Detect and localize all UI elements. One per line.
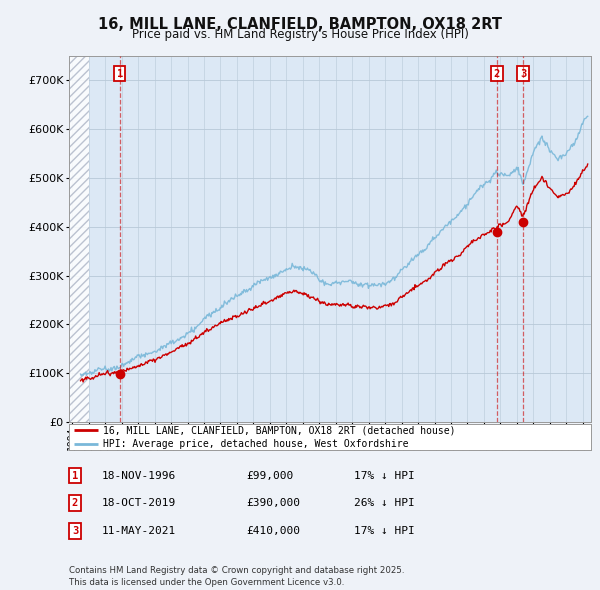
Text: 3: 3: [72, 526, 78, 536]
Text: 1: 1: [72, 471, 78, 480]
Text: £410,000: £410,000: [246, 526, 300, 536]
Text: £99,000: £99,000: [246, 471, 293, 480]
Text: 26% ↓ HPI: 26% ↓ HPI: [354, 498, 415, 507]
Text: 18-OCT-2019: 18-OCT-2019: [102, 498, 176, 507]
Text: 2: 2: [494, 69, 500, 79]
Text: 2: 2: [72, 498, 78, 507]
Text: HPI: Average price, detached house, West Oxfordshire: HPI: Average price, detached house, West…: [103, 439, 409, 449]
Text: 17% ↓ HPI: 17% ↓ HPI: [354, 526, 415, 536]
Text: 18-NOV-1996: 18-NOV-1996: [102, 471, 176, 480]
Text: 1: 1: [116, 69, 123, 79]
Text: 17% ↓ HPI: 17% ↓ HPI: [354, 471, 415, 480]
Text: £390,000: £390,000: [246, 498, 300, 507]
Text: 16, MILL LANE, CLANFIELD, BAMPTON, OX18 2RT (detached house): 16, MILL LANE, CLANFIELD, BAMPTON, OX18 …: [103, 425, 455, 435]
Text: 16, MILL LANE, CLANFIELD, BAMPTON, OX18 2RT: 16, MILL LANE, CLANFIELD, BAMPTON, OX18 …: [98, 17, 502, 31]
Text: Price paid vs. HM Land Registry's House Price Index (HPI): Price paid vs. HM Land Registry's House …: [131, 28, 469, 41]
Text: 3: 3: [520, 69, 526, 79]
Text: 11-MAY-2021: 11-MAY-2021: [102, 526, 176, 536]
Text: Contains HM Land Registry data © Crown copyright and database right 2025.
This d: Contains HM Land Registry data © Crown c…: [69, 566, 404, 587]
